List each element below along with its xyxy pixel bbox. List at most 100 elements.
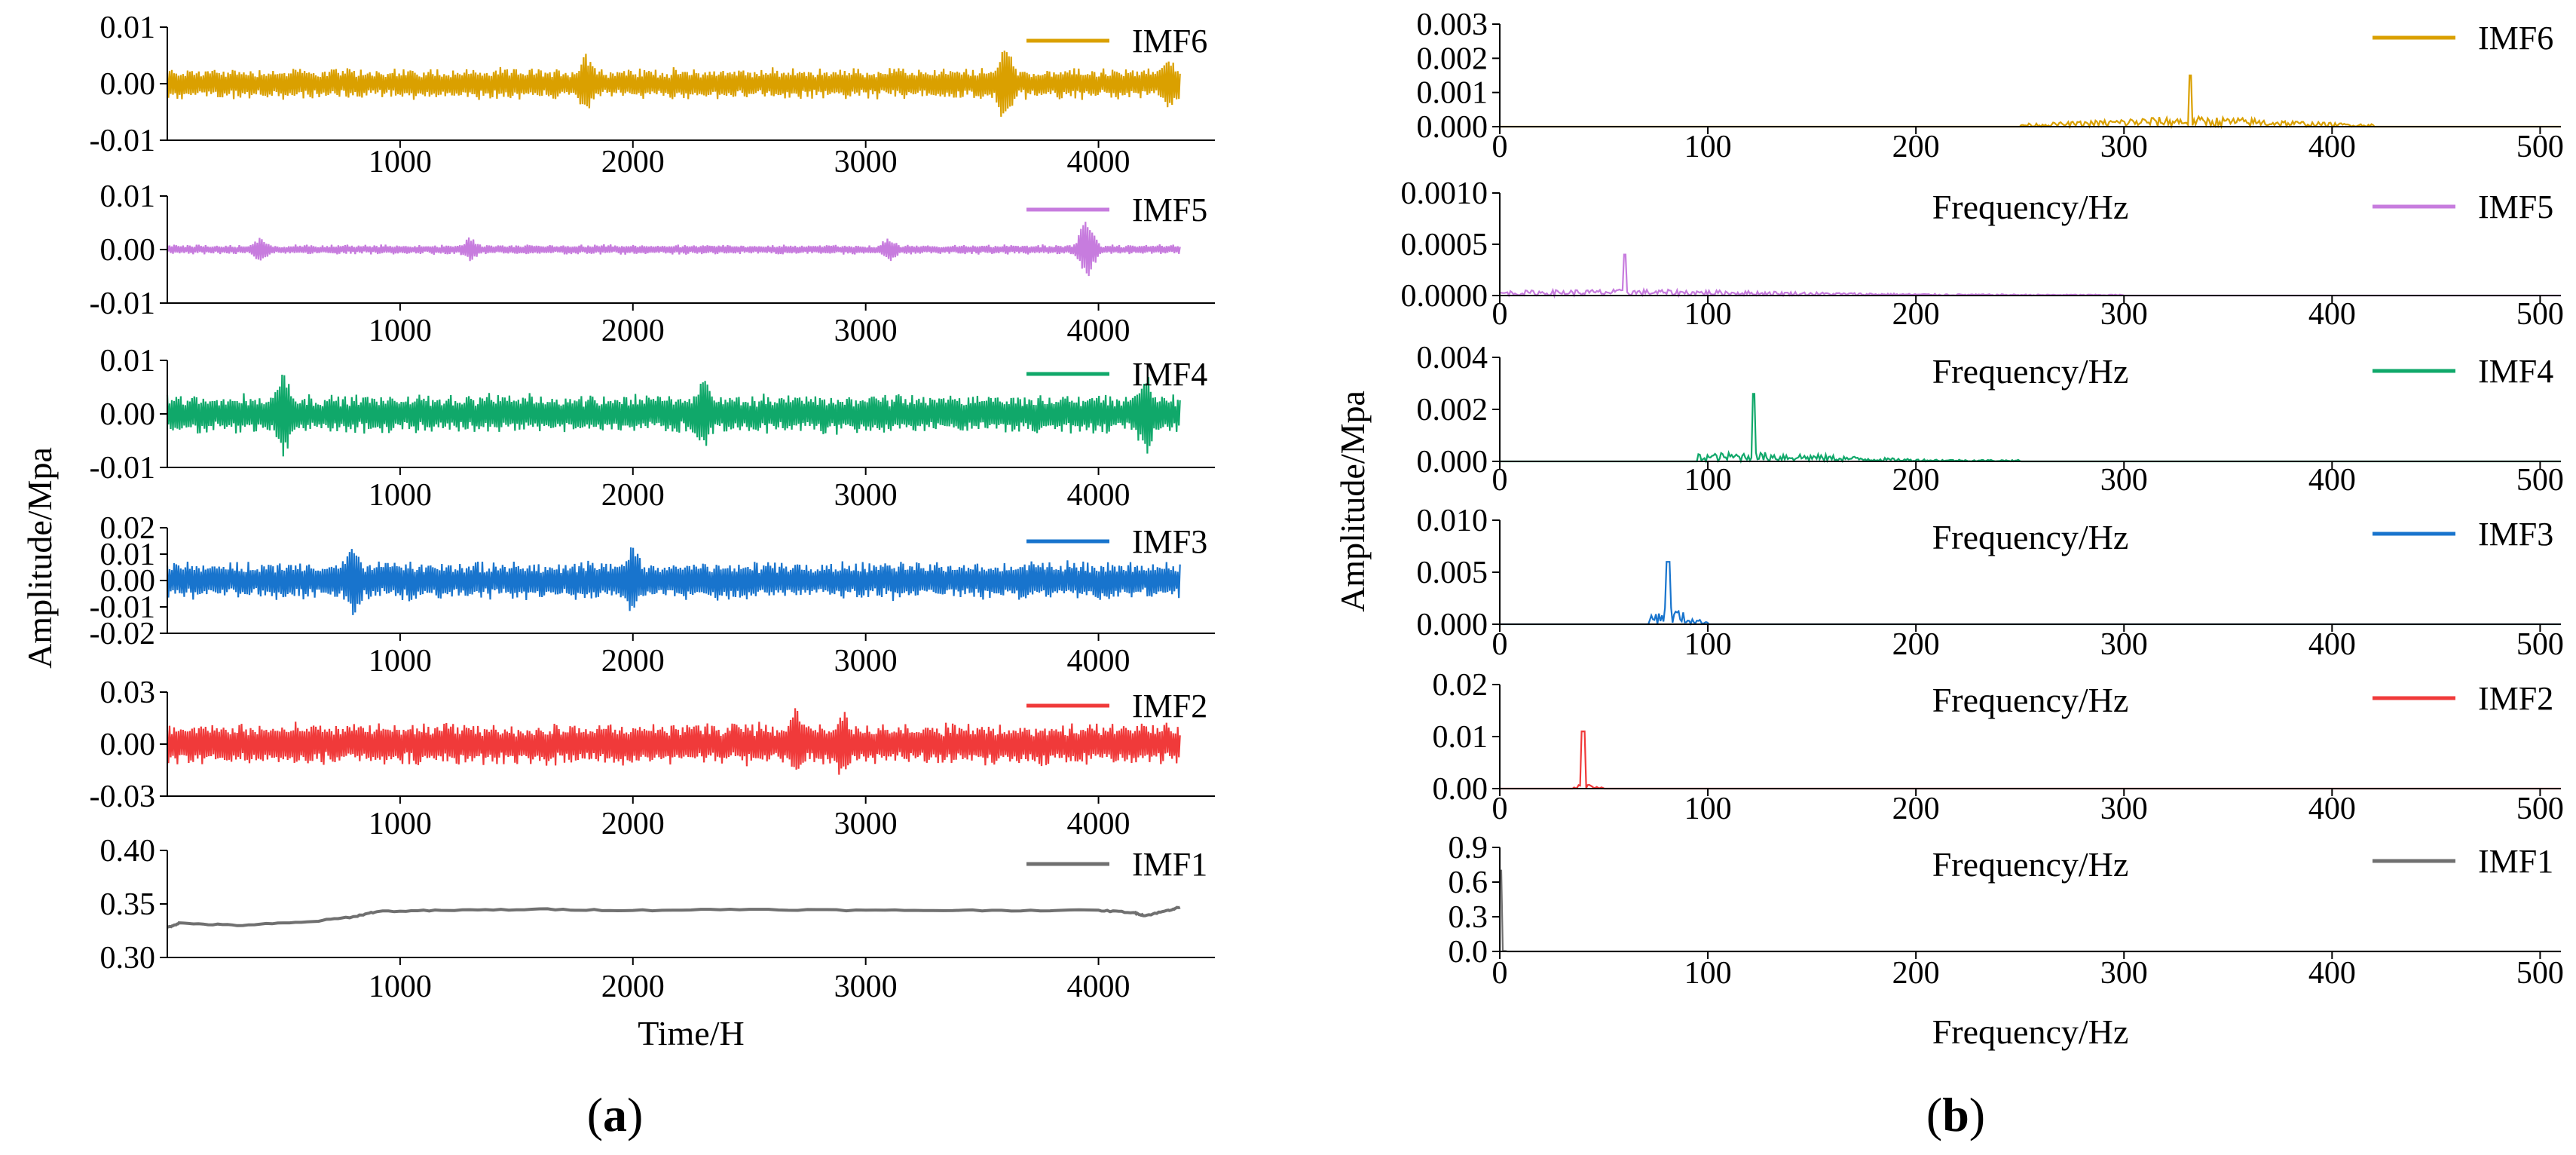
x-tick-label: 100 [1684, 463, 1732, 498]
y-tick-label: 0.003 [1417, 8, 1488, 42]
y-tick-label: -0.01 [90, 286, 156, 321]
y-tick-label: 0.01 [1433, 720, 1488, 755]
series-line-imf6 [1500, 74, 2561, 130]
y-tick-label: 0.00 [100, 397, 156, 432]
y-tick-label: 0.000 [1417, 608, 1488, 642]
y-tick-label: 0.02 [1433, 668, 1488, 703]
series-line-imf5 [1498, 253, 2561, 299]
x-tick-label: 4000 [1067, 970, 1130, 1004]
x-tick-label: 500 [2516, 130, 2564, 164]
x-tick-label: 1000 [369, 145, 432, 179]
x-tick-label: 1000 [369, 644, 432, 679]
x-tick-label: 200 [1892, 627, 1940, 662]
x-tick-label: 4000 [1067, 478, 1130, 513]
x-tick-label: 300 [2100, 627, 2148, 662]
y-tick-label: -0.03 [90, 780, 156, 814]
x-tick-label: 0 [1492, 956, 1508, 991]
x-tick-label: 4000 [1067, 644, 1130, 679]
subplot-imf2: 0.02 0.01 0.000 100 200 300 400 500 IMF2 Frequenc… [1433, 668, 2564, 884]
x-tick-label: 2000 [601, 478, 665, 513]
x-tick-label: 400 [2308, 792, 2356, 826]
x-tick-label: 300 [2100, 792, 2148, 826]
y-tick-label: 0.01 [100, 11, 156, 45]
y-tick-label: 0.00 [100, 564, 156, 599]
y-tick-label: 0.00 [100, 67, 156, 102]
x-tick-label: 0 [1492, 297, 1508, 332]
x-tick-label: 400 [2308, 130, 2356, 164]
y-tick-label: 0.03 [100, 676, 156, 710]
x-tick-label: 4000 [1067, 807, 1130, 841]
x-tick-label: 500 [2516, 463, 2564, 498]
x-axis-label: Frequency/Hz [1932, 681, 2129, 719]
x-tick-label: 300 [2100, 130, 2148, 164]
y-tick-label: 0.00 [100, 233, 156, 268]
x-tick-label: 500 [2516, 956, 2564, 991]
x-tick-label: 1000 [369, 807, 432, 841]
legend-label: IMF3 [1132, 523, 1207, 560]
x-tick-label: 100 [1684, 297, 1732, 332]
legend-label: IMF3 [2478, 516, 2553, 553]
y-tick-label: 0.3 [1449, 900, 1488, 935]
x-tick-label: 200 [1892, 463, 1940, 498]
x-tick-label: 400 [2308, 463, 2356, 498]
x-tick-label: 3000 [834, 478, 898, 513]
panel-a-ylabel: Amplitude/Mpa [20, 447, 59, 669]
x-tick-label: 200 [1892, 792, 1940, 826]
y-tick-label: 0.01 [100, 344, 156, 378]
y-tick-label: 0.005 [1417, 556, 1488, 590]
y-tick-label: 0.000 [1417, 445, 1488, 479]
x-tick-label: 300 [2100, 956, 2148, 991]
y-tick-label: -0.01 [90, 451, 156, 486]
y-tick-label: 0.00 [100, 728, 156, 762]
y-tick-label: 0.00 [1433, 772, 1488, 807]
series-line-imf1 [167, 905, 1181, 929]
subplot-imf2: 0.03 0.00 -0.03 1000 2000 3000 4000 IMF2 [90, 676, 1215, 841]
legend-label: IMF4 [2478, 353, 2553, 390]
legend-label: IMF6 [1132, 23, 1207, 60]
subplot-imf3: 0.020.010.00-0.01-0.02 1000 2000 3000 4000 IM… [90, 511, 1215, 679]
x-tick-label: 0 [1492, 463, 1508, 498]
series-line-imf2 [1500, 730, 2561, 790]
legend-label: IMF1 [1132, 846, 1207, 883]
legend-label: IMF6 [2478, 20, 2553, 57]
x-axis-label: Frequency/Hz [1932, 845, 2129, 884]
x-tick-label: 3000 [834, 314, 898, 348]
x-tick-label: 500 [2516, 627, 2564, 662]
y-tick-label: 0.010 [1417, 504, 1488, 538]
x-tick-label: 1000 [369, 314, 432, 348]
x-tick-label: 400 [2308, 627, 2356, 662]
series-line-imf5 [166, 222, 1181, 277]
y-tick-label: 0.9 [1449, 831, 1488, 865]
y-tick-label: 0.01 [100, 179, 156, 214]
y-tick-label: 0.000 [1417, 110, 1488, 145]
x-tick-label: 300 [2100, 297, 2148, 332]
x-tick-label: 3000 [834, 145, 898, 179]
panel-a-label: (a) [587, 1088, 644, 1141]
legend-label: IMF2 [2478, 680, 2553, 717]
legend-label: IMF5 [2478, 188, 2553, 225]
y-tick-label: 0.35 [100, 887, 156, 922]
x-axis-label: Frequency/Hz [1932, 352, 2129, 391]
y-tick-label: 0.6 [1449, 865, 1488, 900]
x-tick-label: 500 [2516, 297, 2564, 332]
x-tick-label: 300 [2100, 463, 2148, 498]
subplot-imf1: 0.90.60.30.00 100 200 300 400 500 IMF1 Frequenc… [1449, 831, 2564, 1051]
y-tick-label: 0.02 [100, 511, 156, 546]
subplot-imf4: 0.01 0.00 -0.01 1000 2000 3000 4000 IMF4 [90, 344, 1215, 513]
x-tick-label: 1000 [369, 478, 432, 513]
x-tick-label: 4000 [1067, 314, 1130, 348]
x-tick-label: 2000 [601, 314, 665, 348]
x-tick-label: 3000 [834, 807, 898, 841]
y-tick-label: 0.001 [1417, 76, 1488, 111]
y-tick-label: -0.01 [90, 590, 156, 625]
y-tick-label: 0.40 [100, 834, 156, 869]
x-tick-label: 2000 [601, 970, 665, 1004]
x-tick-label: 0 [1492, 792, 1508, 826]
series-line-imf4 [166, 374, 1181, 457]
y-tick-label: 0.004 [1417, 341, 1488, 375]
